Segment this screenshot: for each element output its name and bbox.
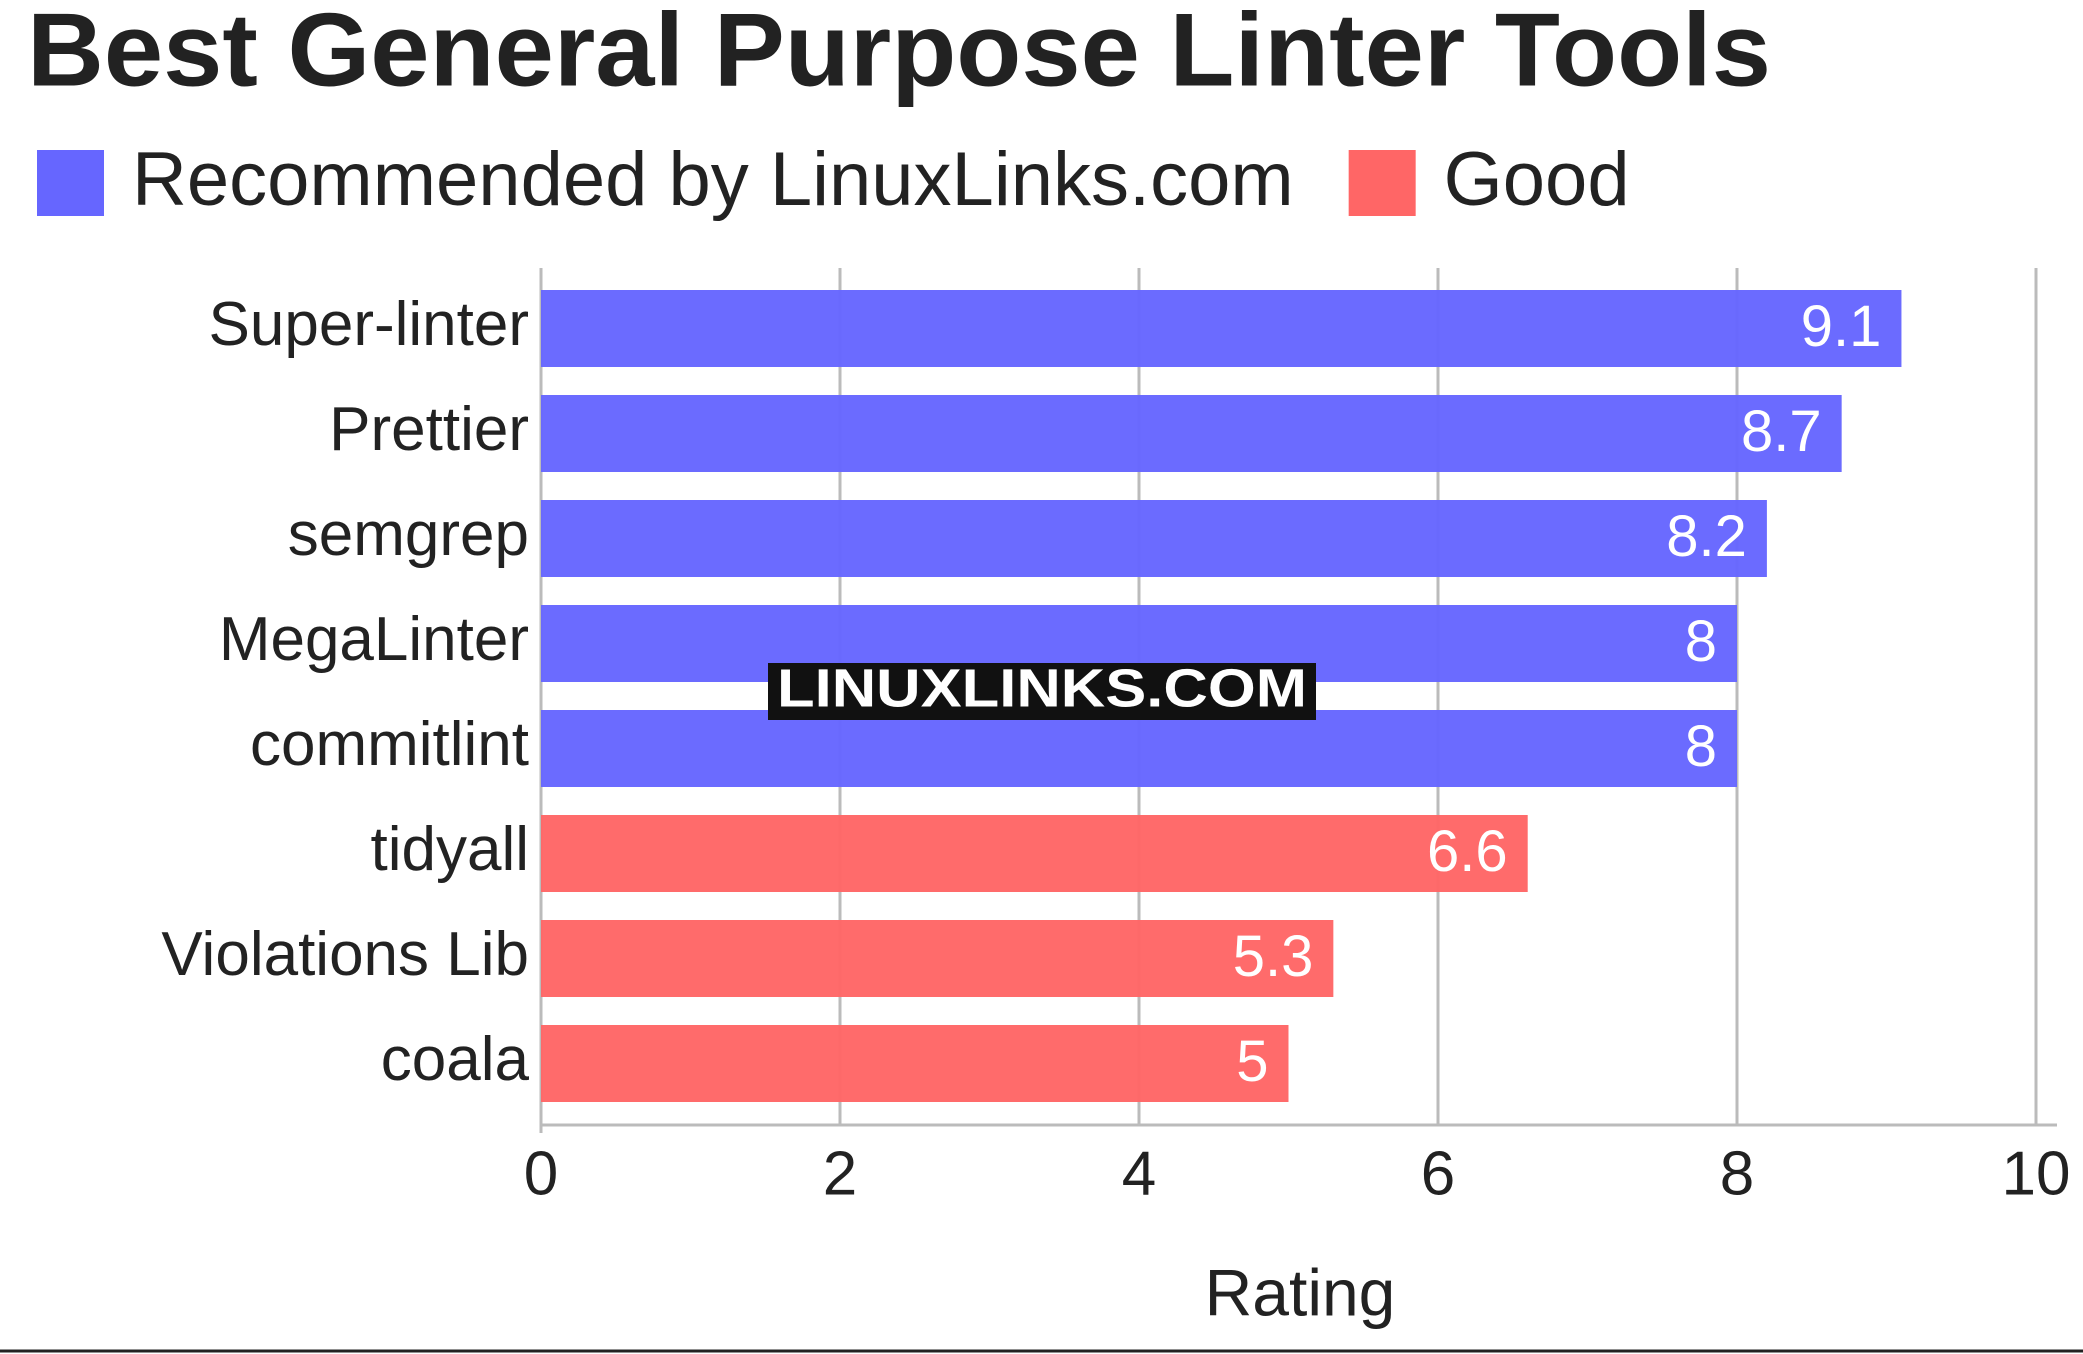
value-label: 9.1 bbox=[1801, 294, 1882, 359]
y-tick-label: semgrep bbox=[288, 500, 529, 569]
value-label: 8.2 bbox=[1666, 504, 1747, 569]
legend-label: Good bbox=[1444, 137, 1630, 222]
y-tick-label: coala bbox=[381, 1025, 530, 1094]
value-label: 5.3 bbox=[1233, 924, 1314, 989]
value-label: 5 bbox=[1236, 1029, 1268, 1094]
value-label: 8 bbox=[1685, 609, 1717, 674]
legend-swatch bbox=[37, 150, 104, 216]
legend-label: Recommended by LinuxLinks.com bbox=[132, 137, 1294, 222]
bar bbox=[541, 710, 1737, 787]
bar bbox=[541, 500, 1767, 577]
watermark-box bbox=[768, 663, 1316, 720]
bar bbox=[541, 290, 1902, 367]
value-label: 8.7 bbox=[1741, 399, 1822, 464]
y-tick-label: Violations Lib bbox=[161, 920, 529, 989]
x-axis-label: Rating bbox=[1205, 1255, 1396, 1329]
chart-title: Best General Purpose Linter Tools bbox=[27, 0, 1771, 108]
bar bbox=[541, 395, 1842, 472]
bar bbox=[541, 920, 1334, 997]
y-tick-label: MegaLinter bbox=[219, 605, 529, 674]
bar bbox=[541, 815, 1528, 892]
x-tick-label: 0 bbox=[524, 1139, 558, 1208]
bar bbox=[541, 1025, 1289, 1102]
value-label: 8 bbox=[1685, 714, 1717, 779]
y-tick-label: Super-linter bbox=[209, 290, 529, 359]
x-tick-label: 10 bbox=[2002, 1139, 2071, 1208]
y-tick-label: commitlint bbox=[250, 710, 529, 779]
x-tick-label: 2 bbox=[823, 1139, 857, 1208]
legend-swatch bbox=[1348, 150, 1416, 216]
value-label: 6.6 bbox=[1427, 819, 1508, 884]
x-tick-label: 8 bbox=[1720, 1139, 1754, 1208]
y-tick-label: Prettier bbox=[329, 395, 529, 464]
y-tick-label: tidyall bbox=[370, 815, 529, 884]
x-tick-label: 6 bbox=[1421, 1139, 1455, 1208]
x-tick-label: 4 bbox=[1122, 1139, 1156, 1208]
watermark: LINUXLINKS.COM bbox=[777, 658, 1307, 718]
